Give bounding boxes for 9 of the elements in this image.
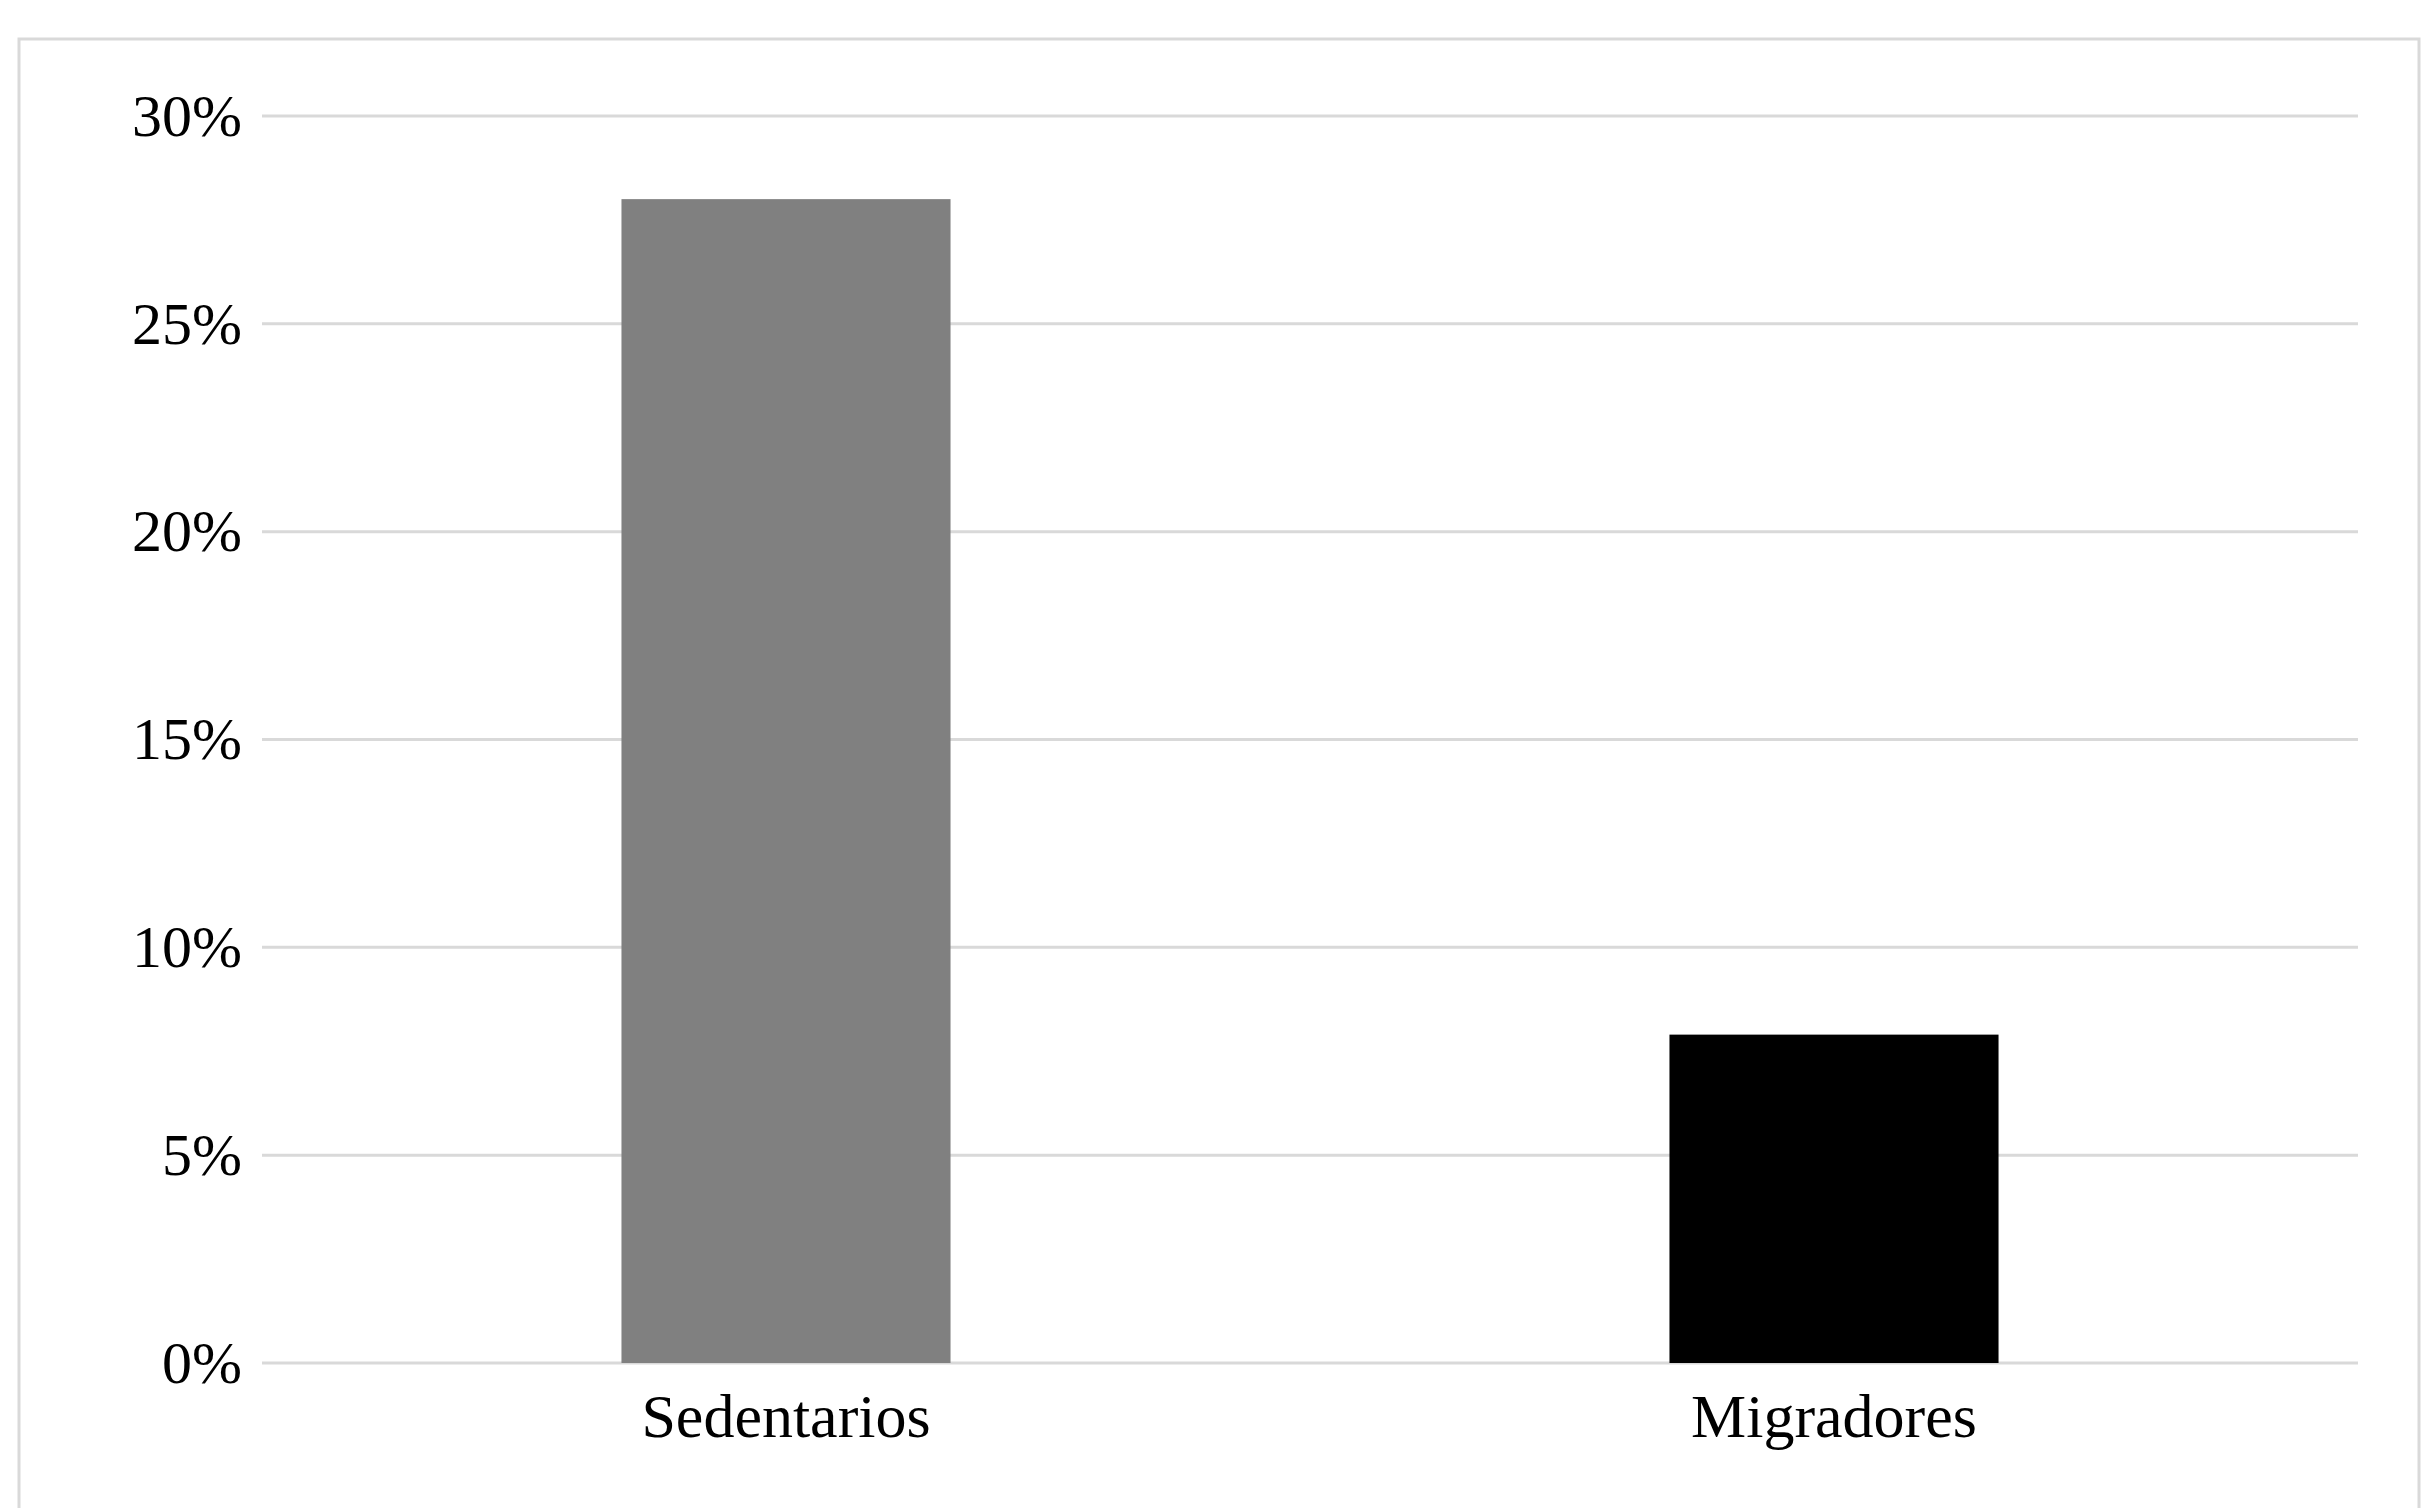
y-tick-label: 0%	[162, 1329, 242, 1396]
y-tick-label: 15%	[132, 706, 242, 773]
y-tick-label: 20%	[132, 498, 242, 565]
y-tick-label: 5%	[162, 1121, 242, 1188]
y-tick-label: 30%	[132, 82, 242, 149]
y-tick-label: 25%	[132, 290, 242, 357]
x-tick-label: Sedentarios	[641, 1382, 931, 1451]
y-tick-label: 10%	[132, 914, 242, 981]
x-tick-label: Migradores	[1691, 1382, 1977, 1451]
